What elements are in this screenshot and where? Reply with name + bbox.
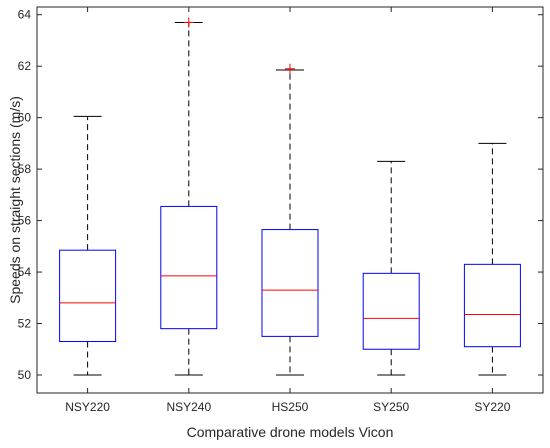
box-nsy220	[59, 115, 117, 376]
y-tick-label: 52	[18, 317, 32, 331]
boxes-layer	[59, 17, 521, 376]
y-tick-label: 56	[18, 214, 32, 228]
box-nsy240	[160, 17, 218, 376]
x-tick-label: HS250	[272, 400, 309, 414]
x-tick-label: SY250	[373, 400, 409, 414]
y-axis: 50 52 54 56 58 60 62 64	[18, 8, 543, 382]
x-tick-label: SY220	[474, 400, 510, 414]
y-tick-label: 54	[18, 265, 32, 279]
y-tick-label: 64	[18, 8, 32, 22]
iqr-box	[463, 263, 521, 348]
y-tick-label: 50	[18, 368, 32, 382]
x-axis: NSY220 NSY240 HS250 SY250 SY220	[65, 7, 511, 414]
iqr-box	[362, 272, 420, 350]
box-sy220	[463, 142, 521, 376]
x-tick-label: NSY240	[166, 400, 211, 414]
iqr-box	[261, 229, 319, 337]
y-tick-label: 62	[18, 59, 32, 73]
y-tick-label: 60	[18, 111, 32, 125]
box-sy250	[362, 160, 420, 376]
iqr-box	[59, 249, 117, 343]
y-tick-label: 58	[18, 162, 32, 176]
x-tick-label: NSY220	[65, 400, 110, 414]
outlier-marker	[285, 63, 295, 74]
outlier-marker	[183, 17, 194, 28]
x-axis-title: Comparative drone models Vicon	[187, 424, 394, 440]
y-axis-title: Speeds on straight sections (m/s)	[7, 96, 23, 304]
box-hs250	[261, 63, 319, 376]
iqr-box	[160, 205, 218, 330]
